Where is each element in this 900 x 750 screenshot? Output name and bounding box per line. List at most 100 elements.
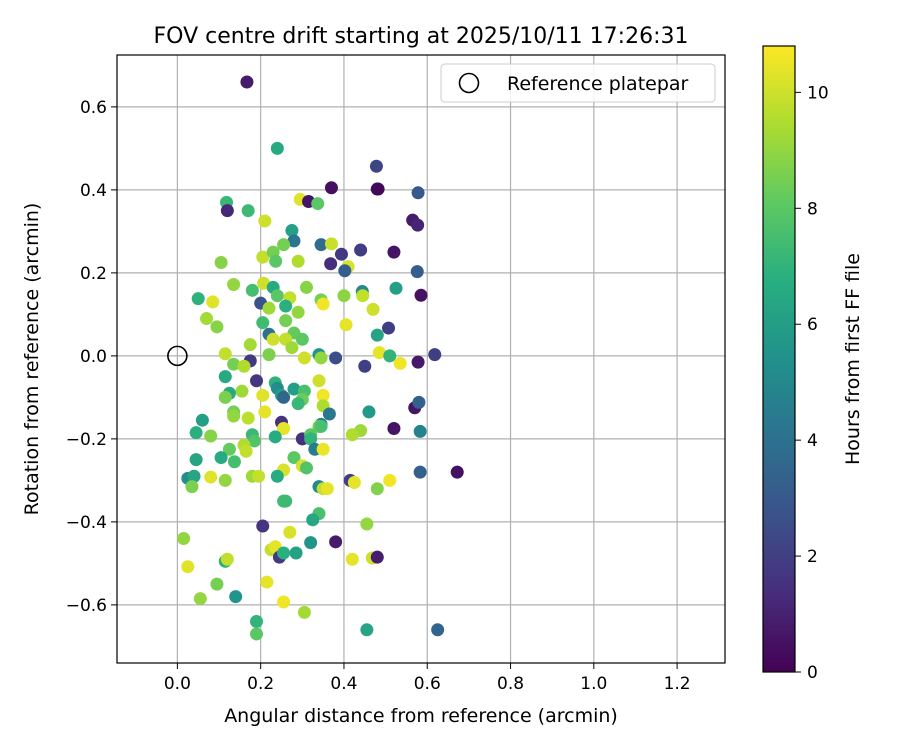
data-point bbox=[218, 347, 232, 361]
data-point bbox=[360, 517, 374, 531]
data-point bbox=[270, 141, 284, 155]
data-point bbox=[372, 346, 386, 360]
data-point bbox=[339, 318, 353, 332]
data-point bbox=[252, 469, 266, 483]
data-point bbox=[338, 264, 352, 278]
data-point bbox=[345, 428, 359, 442]
data-point bbox=[412, 395, 426, 409]
plot-frame bbox=[116, 54, 726, 664]
data-point bbox=[240, 75, 254, 89]
data-point bbox=[383, 349, 397, 363]
data-point bbox=[311, 197, 325, 211]
y-tick-label: −0.4 bbox=[66, 513, 107, 533]
colorbar-gradient bbox=[762, 45, 796, 673]
data-point bbox=[262, 301, 276, 315]
data-point bbox=[431, 623, 445, 637]
data-point bbox=[237, 359, 251, 373]
data-point bbox=[370, 482, 384, 496]
data-point bbox=[387, 245, 401, 259]
x-tick-label: 0.6 bbox=[414, 674, 441, 694]
colorbar: 0 2 4 6 8 10 Hours from first FF file bbox=[762, 45, 864, 683]
data-point bbox=[250, 374, 264, 388]
data-point bbox=[304, 432, 318, 446]
data-point bbox=[210, 320, 224, 334]
data-point bbox=[227, 455, 241, 469]
data-point bbox=[393, 356, 407, 370]
data-point bbox=[382, 321, 396, 335]
data-point bbox=[450, 465, 464, 479]
data-point bbox=[256, 519, 270, 533]
data-point bbox=[241, 411, 255, 425]
data-point bbox=[347, 475, 361, 489]
data-point bbox=[227, 357, 241, 371]
data-point bbox=[277, 422, 291, 436]
data-point bbox=[277, 238, 291, 252]
data-point bbox=[411, 355, 425, 369]
data-point bbox=[370, 550, 384, 564]
colorbar-tick-label: 4 bbox=[807, 431, 818, 451]
plot-area: 0.0 0.2 0.4 0.6 0.8 1.0 1.2 −0.6 −0.4 −0.2 0.0 0.2… bbox=[66, 54, 726, 694]
data-point bbox=[235, 384, 249, 398]
data-point bbox=[193, 592, 207, 606]
colorbar-tick-label: 2 bbox=[807, 547, 818, 567]
data-point bbox=[279, 314, 293, 328]
colorbar-tick-label: 6 bbox=[807, 315, 818, 335]
y-tick-label: −0.6 bbox=[66, 596, 107, 616]
data-point bbox=[279, 494, 293, 508]
data-point bbox=[222, 442, 236, 456]
y-tick-label: 0.2 bbox=[80, 264, 107, 284]
data-point bbox=[204, 429, 218, 443]
y-tick-label: 0.4 bbox=[80, 181, 107, 201]
data-point bbox=[204, 470, 218, 484]
data-point bbox=[366, 302, 380, 316]
data-point bbox=[324, 181, 338, 195]
data-point bbox=[220, 552, 234, 566]
data-point bbox=[329, 535, 343, 549]
data-point bbox=[334, 247, 348, 261]
data-point bbox=[360, 623, 374, 637]
data-point bbox=[428, 348, 442, 362]
data-point bbox=[337, 289, 351, 303]
data-point bbox=[189, 453, 203, 467]
data-point bbox=[227, 278, 241, 292]
x-axis-ticks: 0.0 0.2 0.4 0.6 0.8 1.0 1.2 bbox=[164, 663, 691, 694]
data-point bbox=[291, 254, 305, 268]
legend: Reference platepar bbox=[440, 63, 716, 103]
data-point bbox=[287, 382, 301, 396]
data-point bbox=[322, 407, 336, 421]
data-point bbox=[411, 186, 425, 200]
data-point bbox=[268, 430, 282, 444]
data-point bbox=[256, 316, 270, 330]
data-point bbox=[260, 575, 274, 589]
data-point bbox=[362, 405, 376, 419]
data-point bbox=[411, 218, 425, 232]
data-point bbox=[320, 482, 334, 496]
data-point bbox=[243, 338, 257, 352]
data-point bbox=[370, 328, 384, 342]
data-point bbox=[200, 312, 214, 326]
data-point bbox=[414, 288, 428, 302]
data-point bbox=[413, 465, 427, 479]
data-point bbox=[277, 595, 291, 609]
data-point bbox=[389, 281, 403, 295]
colorbar-tick-label: 0 bbox=[807, 663, 818, 683]
data-point bbox=[214, 256, 228, 270]
data-point bbox=[279, 299, 293, 313]
data-point bbox=[256, 388, 270, 402]
y-axis-label: Rotation from reference (arcmin) bbox=[21, 203, 43, 516]
chart-title: FOV centre drift starting at 2025/10/11 … bbox=[154, 24, 689, 49]
data-point bbox=[227, 409, 241, 423]
data-point bbox=[258, 214, 272, 228]
data-point bbox=[241, 204, 255, 218]
data-point bbox=[266, 332, 280, 346]
x-axis-label: Angular distance from reference (arcmin) bbox=[224, 705, 618, 727]
data-point bbox=[324, 257, 338, 271]
colorbar-ticks: 0 2 4 6 8 10 bbox=[795, 83, 829, 683]
data-point bbox=[314, 419, 328, 433]
y-tick-label: 0.0 bbox=[80, 347, 107, 367]
data-point bbox=[387, 422, 401, 436]
data-point bbox=[316, 297, 330, 311]
data-point bbox=[358, 359, 372, 373]
data-point bbox=[369, 159, 383, 173]
x-tick-label: 0.8 bbox=[497, 674, 524, 694]
